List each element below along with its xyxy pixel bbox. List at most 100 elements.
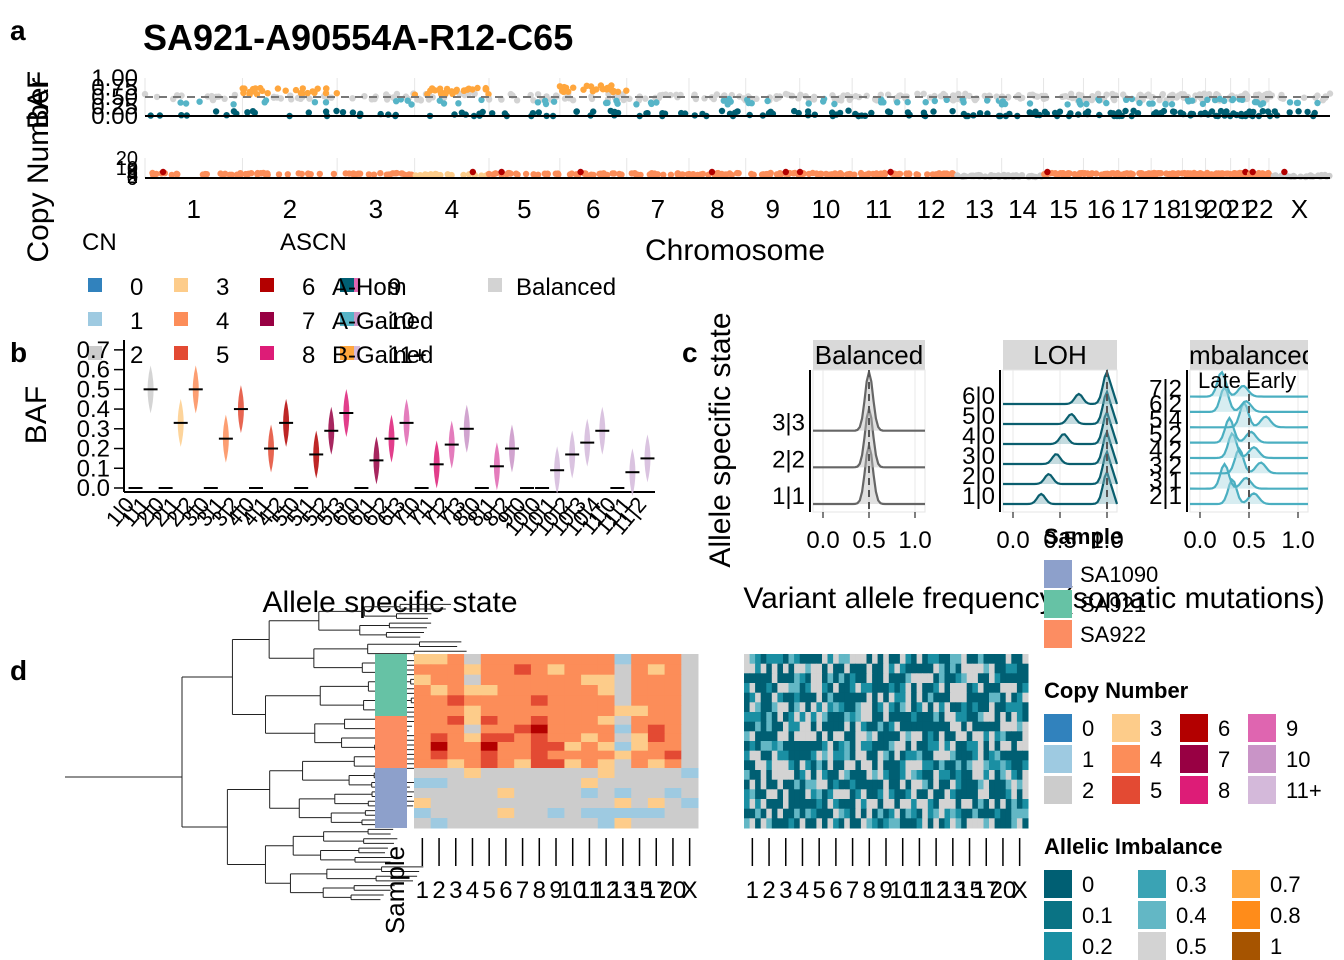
- heatmap-imbalance-cell: [833, 731, 840, 742]
- heatmap-imbalance-cell: [961, 692, 968, 703]
- heatmap-imbalance-cell: [799, 770, 806, 781]
- heatmap-imbalance-cell: [944, 731, 951, 742]
- heatmap-imbalance-cell: [883, 731, 890, 742]
- baf-point: [153, 93, 161, 101]
- baf-tick-label: 0.00: [91, 103, 138, 130]
- heatmap-imbalance-cell: [916, 799, 923, 810]
- heatmap-cn-cell: [430, 664, 448, 676]
- heatmap-imbalance-cell: [1000, 712, 1007, 723]
- heatmap-imbalance-cell: [805, 654, 812, 665]
- heatmap-imbalance-cell: [927, 779, 934, 790]
- heatmap-cn-cell: [514, 759, 532, 769]
- heatmap-imbalance-cell: [1000, 770, 1007, 781]
- heatmap-imbalance-cell: [944, 721, 951, 732]
- heatmap-cn-cell: [547, 742, 565, 752]
- heatmap-cn-cell: [581, 685, 599, 696]
- chromosome-tick-label: 12: [917, 194, 946, 224]
- heatmap-imbalance-cell: [938, 760, 945, 771]
- heatmap-imbalance-cell: [966, 779, 973, 790]
- heatmap-imbalance-cell: [872, 789, 879, 800]
- heatmap-imbalance-cell: [1022, 731, 1029, 742]
- heatmap-cn-cell: [681, 759, 699, 769]
- heatmap-cn-cell: [514, 654, 532, 665]
- cn-point: [506, 169, 513, 177]
- baf-point: [482, 86, 489, 93]
- cn-point: [887, 168, 894, 176]
- heatmap-imbalance-cell: [760, 731, 767, 742]
- heatmap-imbalance-cell: [744, 654, 751, 665]
- heatmap-imbalance-cell: [844, 721, 851, 732]
- heatmap-imbalance-cell: [933, 770, 940, 781]
- heatmap-imbalance-cell: [805, 799, 812, 810]
- heatmap-imbalance-cell: [1011, 731, 1018, 742]
- heatmap-cn-cell: [547, 768, 565, 779]
- heatmap-imbalance-cell: [749, 808, 756, 819]
- baf-point: [535, 109, 542, 116]
- heatmap-imbalance-cell: [799, 683, 806, 694]
- heatmap-imbalance-cell: [1011, 721, 1018, 732]
- heatmap-imbalance-cell: [855, 750, 862, 761]
- heatmap-imbalance-cell: [1011, 799, 1018, 810]
- heatmap-imbalance-cell: [983, 770, 990, 781]
- heatmap-cn-cell: [430, 716, 448, 726]
- heatmap-cn-cell: [414, 750, 432, 760]
- heatmap-imbalance-cell: [894, 721, 901, 732]
- cn-point: [1157, 170, 1165, 177]
- heatmap-imbalance-cell: [888, 702, 895, 713]
- baf-point: [534, 91, 542, 98]
- heatmap-cn-cell: [447, 768, 465, 779]
- heatmap-imbalance-cell: [966, 692, 973, 703]
- heatmap-imbalance-cell: [866, 750, 873, 761]
- baf-point: [333, 107, 340, 115]
- heatmap-imbalance-cell: [911, 683, 918, 694]
- heatmap-imbalance-cell: [805, 770, 812, 781]
- heatmap-imbalance-cell: [866, 683, 873, 694]
- heatmap-cn-cell: [631, 654, 649, 665]
- baf-point: [653, 99, 660, 106]
- heatmap-imbalance-cell: [933, 808, 940, 819]
- heatmap-cn-cell: [681, 705, 699, 717]
- heatmap-imbalance-cell: [938, 818, 945, 829]
- baf-point: [304, 89, 311, 97]
- sample-bar-sa921: [375, 654, 407, 716]
- heatmap-imbalance-cell: [844, 779, 851, 790]
- heatmap-imbalance-cell: [810, 799, 817, 810]
- heatmap-cn-cell: [581, 768, 599, 779]
- heatmap-imbalance-cell: [989, 741, 996, 752]
- heatmap-imbalance-cell: [983, 779, 990, 790]
- heatmap-imbalance-cell: [1000, 673, 1007, 684]
- baf-point: [955, 90, 962, 98]
- heatmap-imbalance-cell: [810, 663, 817, 674]
- heatmap-imbalance-cell: [877, 818, 884, 829]
- heatmap-imbalance-cell: [1005, 750, 1012, 761]
- baf-point: [1152, 109, 1160, 116]
- cn-point: [1098, 171, 1105, 178]
- heatmap-cn-cell: [480, 798, 498, 809]
- heatmap-imbalance-cell: [1000, 741, 1007, 752]
- heatmap-imbalance-cell: [905, 808, 912, 819]
- heatmap-imbalance-cell: [838, 721, 845, 732]
- baf-point: [474, 84, 481, 92]
- heatmap-cn-cell: [631, 742, 649, 752]
- baf-point: [141, 90, 149, 98]
- heatmap-imbalance-cell: [977, 712, 984, 723]
- heatmap-cn-cell: [564, 798, 582, 809]
- heatmap-cn-cell: [414, 788, 432, 799]
- legend-cn-label: 11+: [1286, 778, 1322, 803]
- legend-imbalance-swatch: [1232, 870, 1260, 898]
- heatmap-cn-cell: [581, 778, 599, 789]
- baf-point: [835, 96, 843, 104]
- heatmap-cn-cell: [497, 705, 515, 717]
- heatmap-imbalance-cell: [755, 760, 762, 771]
- heatmap-cn-cell: [447, 674, 465, 686]
- heatmap-imbalance-cell: [805, 808, 812, 819]
- cn-tick-label: 4: [127, 164, 138, 186]
- heatmap-imbalance-cell: [1000, 654, 1007, 665]
- heatmap-imbalance-cell: [1022, 779, 1029, 790]
- heatmap-imbalance-cell: [961, 663, 968, 674]
- panel-letter-b: b: [10, 337, 27, 368]
- heatmap-cn-cell: [581, 674, 599, 686]
- heatmap-imbalance-cell: [1016, 702, 1023, 713]
- heatmap-imbalance-cell: [899, 692, 906, 703]
- heatmap-cn-cell: [631, 685, 649, 696]
